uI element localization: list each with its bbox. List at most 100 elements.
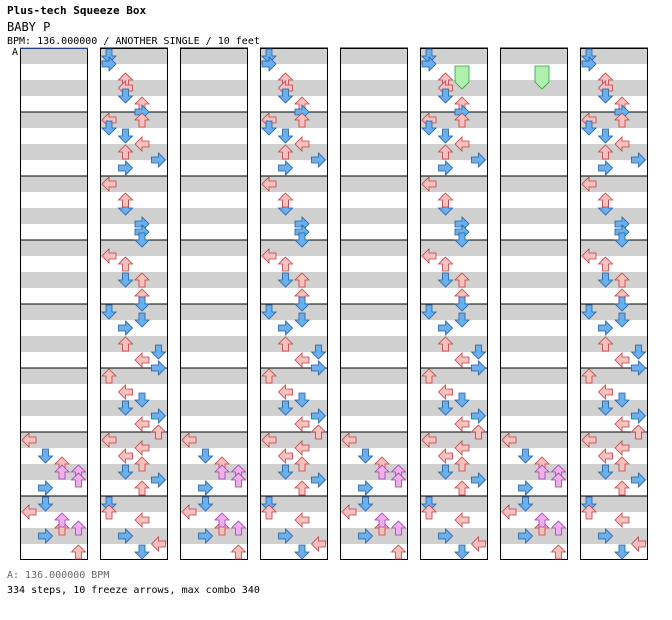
step-arrow-down <box>134 392 150 408</box>
step-arrow-right <box>471 472 487 488</box>
step-arrow-up <box>454 456 470 472</box>
step-arrow-down <box>294 392 310 408</box>
step-arrow-up <box>277 336 294 352</box>
beat-stripe <box>580 432 648 448</box>
beat-stripe <box>420 240 488 256</box>
step-arrow-right <box>518 528 534 544</box>
beat-stripe <box>180 496 248 512</box>
beat-stripe <box>180 528 248 544</box>
step-arrow-right <box>311 408 327 424</box>
step-arrow-left <box>470 536 486 552</box>
step-arrow-down <box>454 232 470 248</box>
step-arrow-down <box>294 296 310 312</box>
beat-stripe <box>500 400 568 416</box>
step-arrow-left <box>581 176 597 192</box>
step-arrow-up <box>454 112 470 128</box>
step-arrow-up <box>294 480 310 496</box>
chart-column <box>260 47 328 560</box>
step-stats: 334 steps, 10 freeze arrows, max combo 3… <box>7 585 260 596</box>
step-arrow-right <box>38 480 54 496</box>
step-arrow-down <box>117 128 134 144</box>
freeze-arrow <box>390 472 407 488</box>
step-arrow-down <box>597 464 614 480</box>
step-arrow-left <box>421 176 437 192</box>
step-arrow-down <box>614 392 630 408</box>
step-arrow-down <box>294 232 310 248</box>
step-arrow-right <box>631 472 647 488</box>
step-arrow-up <box>277 256 294 272</box>
beat-stripe <box>100 496 168 512</box>
column-border <box>580 48 648 560</box>
step-arrow-left <box>261 176 277 192</box>
step-arrow-down <box>277 464 294 480</box>
beat-stripe <box>500 432 568 448</box>
step-arrow-left <box>614 512 630 528</box>
step-arrow-up <box>277 192 294 208</box>
step-arrow-left <box>101 176 117 192</box>
beat-stripe <box>500 272 568 288</box>
step-arrow-right <box>118 160 134 176</box>
step-arrow-up <box>134 272 150 288</box>
step-arrow-right <box>151 472 167 488</box>
column-border <box>260 48 328 560</box>
step-arrow-up <box>310 424 327 440</box>
beat-stripe <box>260 144 328 160</box>
step-arrow-up <box>54 520 70 536</box>
step-arrow-right <box>598 320 614 336</box>
beat-stripe <box>580 144 648 160</box>
step-arrow-down <box>437 88 454 104</box>
step-arrow-down <box>101 48 117 64</box>
beat-stripe <box>260 336 328 352</box>
beat-stripe <box>340 304 408 320</box>
step-arrow-left <box>261 432 277 448</box>
step-arrow-up <box>117 336 134 352</box>
beat-stripe <box>20 336 88 352</box>
beat-stripe <box>260 48 328 64</box>
step-arrow-down <box>150 344 167 360</box>
step-arrow-right <box>101 56 117 72</box>
step-arrow-left <box>181 504 197 520</box>
beat-stripe <box>500 176 568 192</box>
step-arrow-up <box>454 480 470 496</box>
beat-stripe <box>100 112 168 128</box>
step-arrow-down <box>277 128 294 144</box>
column-border <box>100 48 168 560</box>
step-arrow-left <box>310 536 326 552</box>
beat-stripe <box>580 464 648 480</box>
step-arrow-up <box>214 520 230 536</box>
beat-stripe <box>340 336 408 352</box>
step-arrow-left <box>134 136 150 152</box>
beat-stripe <box>20 464 88 480</box>
step-arrow-up <box>534 520 550 536</box>
step-arrow-down <box>581 48 597 64</box>
step-arrow-left <box>294 352 310 368</box>
step-arrow-right <box>311 472 327 488</box>
step-arrow-up <box>70 544 87 560</box>
step-arrow-down <box>357 448 374 464</box>
step-arrow-down <box>614 296 630 312</box>
beat-stripe <box>340 528 408 544</box>
beat-stripe <box>420 464 488 480</box>
beat-stripe <box>20 400 88 416</box>
step-arrow-up <box>150 424 167 440</box>
step-arrow-down <box>421 48 437 64</box>
beat-stripe <box>420 176 488 192</box>
step-arrow-left <box>294 512 310 528</box>
step-arrow-left <box>341 504 357 520</box>
step-arrow-down <box>614 544 630 560</box>
step-arrow-up <box>581 368 597 384</box>
step-arrow-down <box>437 128 454 144</box>
step-arrow-up <box>117 256 134 272</box>
step-arrow-up <box>101 368 117 384</box>
beat-stripe <box>580 496 648 512</box>
step-arrow-left <box>501 432 517 448</box>
step-arrow-right <box>38 528 54 544</box>
step-arrow-left <box>294 440 310 456</box>
beat-stripe <box>20 80 88 96</box>
step-arrow-down <box>101 496 117 512</box>
beat-stripe <box>260 432 328 448</box>
step-arrow-down <box>37 448 54 464</box>
beat-stripe <box>340 496 408 512</box>
beat-stripe <box>20 144 88 160</box>
beat-stripe <box>580 368 648 384</box>
